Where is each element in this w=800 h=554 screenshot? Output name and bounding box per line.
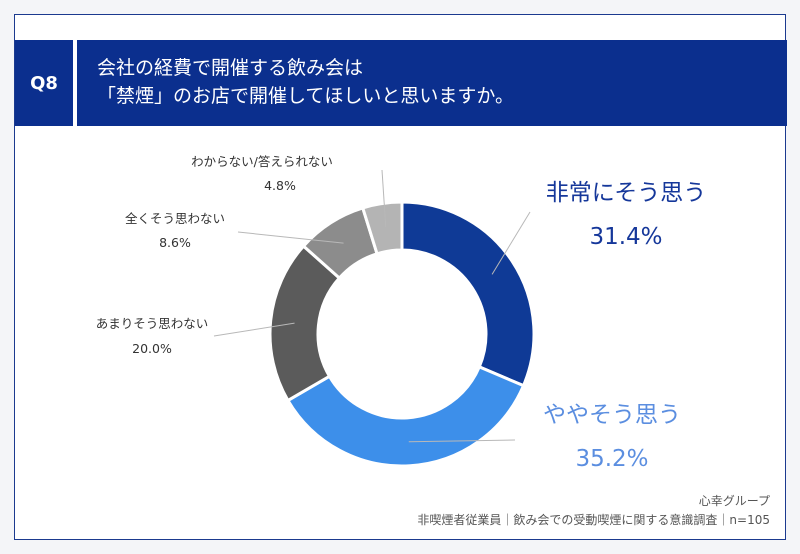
question-line-2: 「禁煙」のお店で開催してほしいと思いますか。 — [97, 85, 515, 107]
slice-label-not-at-all: 全くそう思わない — [125, 211, 225, 226]
survey-caption: 非喫煙者従業員｜飲み会での受動喫煙に関する意識調査｜n=105 — [417, 513, 770, 527]
slice-somewhat-agree — [285, 364, 526, 468]
slice-value-not-really: 20.0% — [132, 341, 172, 356]
leader-line — [381, 169, 387, 228]
question-line-1: 会社の経費で開催する飲み会は — [97, 57, 364, 79]
leader-line — [213, 322, 295, 337]
slice-dontknow — [360, 200, 404, 256]
source-label: 心幸グループ — [698, 494, 770, 508]
slice-value-strongly-agree: 31.4% — [589, 224, 662, 250]
question-number-badge: Q8 — [15, 40, 73, 126]
leader-line — [491, 211, 531, 275]
slice-value-dontknow: 4.8% — [264, 178, 296, 193]
slice-strongly-agree — [400, 200, 536, 388]
slice-value-not-at-all: 8.6% — [159, 235, 191, 250]
slice-label-somewhat-agree: ややそう思う — [543, 402, 681, 428]
question-banner: 会社の経費で開催する飲み会は 「禁煙」のお店で開催してほしいと思いますか。 — [77, 40, 787, 126]
leader-line — [408, 439, 516, 443]
leader-line — [237, 231, 344, 244]
slice-label-not-really: あまりそう思わない — [96, 316, 209, 331]
slice-value-somewhat-agree: 35.2% — [575, 446, 648, 472]
slice-label-strongly-agree: 非常にそう思う — [546, 180, 707, 206]
slice-label-dontknow: わからない/答えられない — [191, 154, 333, 169]
